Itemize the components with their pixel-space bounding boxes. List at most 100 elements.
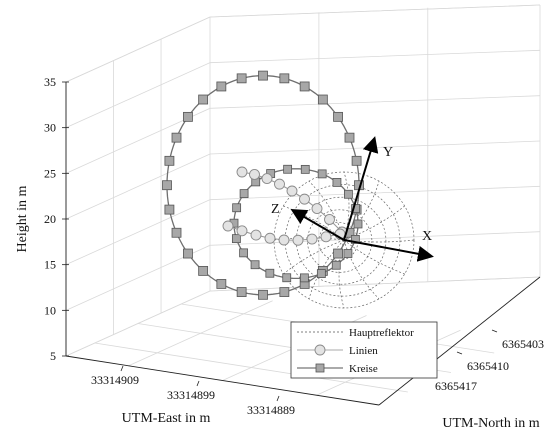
linien-marker [306,233,318,245]
y-tick-label: 6365410 [467,359,509,373]
linien-marker [324,214,335,225]
legend-label: Kreise [349,363,378,375]
reflector-rib [343,239,405,275]
reflector-ring [307,209,373,273]
grid-line-z [65,49,541,129]
reflector-ring [295,196,387,285]
kreise-marker [343,249,353,258]
series-linien [222,166,348,246]
kreise-marker [198,265,209,276]
kreise-marker [216,279,227,289]
linien-marker [261,173,273,185]
z-tick-label: 30 [44,121,56,135]
x-tick [276,395,280,402]
z-tick-label: 25 [44,166,56,180]
kreise-marker [343,189,353,199]
x-axis-line [65,355,380,406]
kreise-marker [232,203,242,213]
kreise-marker [258,289,268,300]
z-axis-label: Height in m [15,185,30,252]
grid-line-z [65,185,541,266]
linien-marker [264,232,276,244]
kreise-marker [333,111,343,122]
linien-marker [299,193,310,205]
kreise-marker [164,155,175,166]
x-axis-label: UTM-East in m [122,411,211,426]
kreise-marker [216,81,227,92]
kreise-marker [265,268,275,278]
kreise-marker [198,94,209,105]
kreise-marker [351,155,362,166]
legend: Hauptreflektor Linien Kreise [290,321,438,379]
linien-marker [236,166,248,178]
kreise-marker [171,227,182,238]
vector-y-label: Y [383,145,393,160]
y-tick [456,351,463,355]
y-axis-line [378,276,541,406]
kreise-marker [162,180,172,191]
x-tick-label: 33314899 [167,388,215,402]
y-tick-label: 6365417 [435,379,477,393]
z-tick-label: 35 [44,75,56,89]
vector-y [343,136,379,241]
linien-marker [292,234,304,246]
kreise-marker [283,164,293,174]
grid-line-z [65,276,541,357]
x-tick-label: 33314909 [91,373,139,387]
kreise-marker [258,70,268,81]
grid-line-z [65,95,541,174]
reflector-rib [343,239,380,300]
z-tick-label: 10 [44,303,56,317]
axes: 5 10 15 20 25 30 35 33314909 33314899 33314889 636… [15,75,544,430]
linien-marker [286,185,298,197]
kreise-marker [331,260,341,270]
kreise-marker [231,234,241,244]
reflector-rib [308,180,345,241]
kreise-marker [332,178,342,187]
top-back-edge [65,4,541,83]
x-tick [196,380,200,387]
kreise-marker [300,164,310,174]
grid-line-z [65,4,541,83]
grid-line-z [65,231,541,311]
kreise-marker [183,111,193,122]
linien-marker [274,178,285,190]
linien-marker [250,229,262,241]
linien-marker [222,220,234,232]
kreise-big-line [166,74,360,296]
linien-marker [236,225,248,237]
reflector-rib [283,205,345,241]
kreise-marker [350,234,360,244]
kreise-marker [317,94,328,105]
y-tick [491,329,498,333]
kreise-marker [333,248,343,259]
vector-z [290,208,345,241]
legend-swatch-marker [315,363,325,373]
series-kreise [162,70,364,300]
kreise-marker [279,287,290,297]
legend-label: Hauptreflektor [349,327,414,339]
x-tick [120,365,124,372]
z-tick-label: 20 [44,212,56,226]
kreise-marker [299,273,309,283]
linien-marker [249,169,260,180]
kreise-marker [171,132,182,143]
kreise-marker [282,273,292,283]
reflector-rib [343,205,405,241]
kreise-marker [239,189,249,199]
z-tick-label: 5 [50,349,56,363]
vector-x-label: X [422,229,432,244]
kreise-marker [250,260,260,270]
kreise-marker [279,73,290,84]
x-tick-label: 33314889 [247,403,295,417]
coordinate-vectors: X Y Z [271,136,434,262]
reflector-rib [283,239,345,275]
y-tick-label: 6365403 [502,337,544,351]
linien-marker [320,231,332,243]
kreise-marker [239,248,249,258]
vector-x [343,239,434,262]
linien-marker [278,234,290,246]
grid-line-z [65,140,541,220]
vector-z-label: Z [271,202,280,217]
